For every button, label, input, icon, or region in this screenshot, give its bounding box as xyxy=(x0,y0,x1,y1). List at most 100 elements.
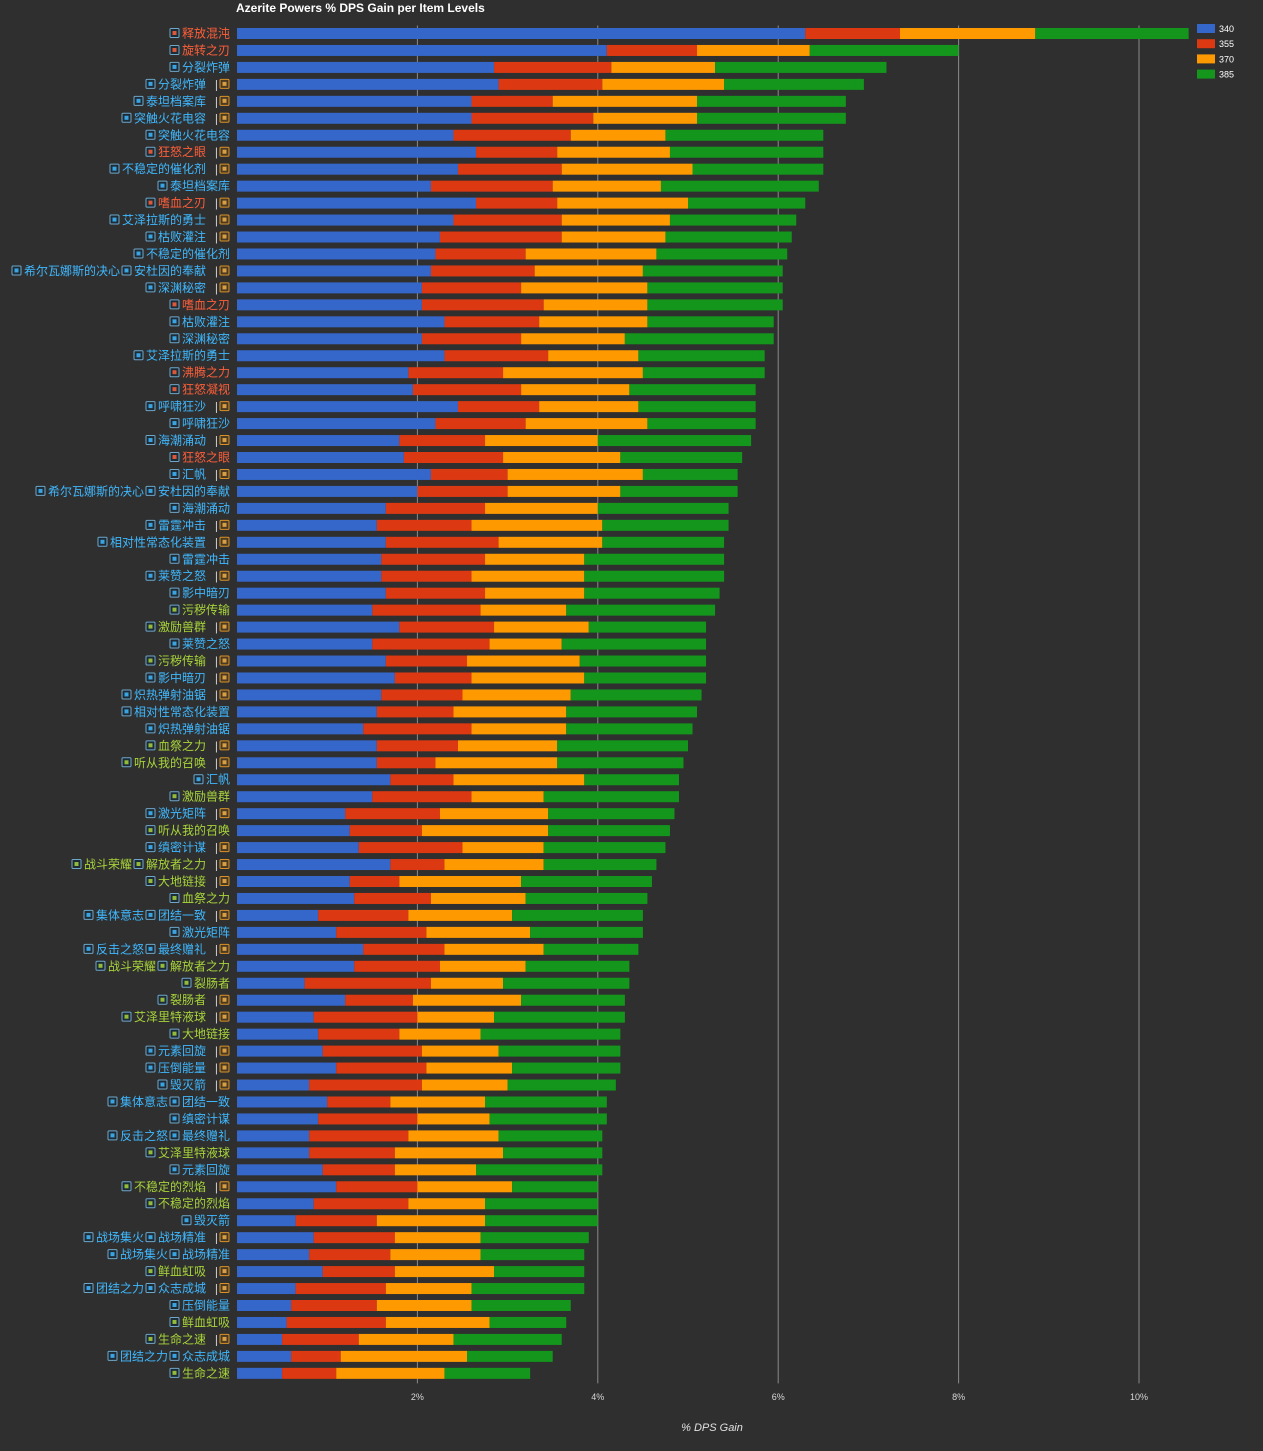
precision-icon xyxy=(169,1249,180,1260)
legend-swatch-385 xyxy=(1197,69,1215,79)
slot-separator: | xyxy=(215,434,218,448)
bar-segment-340 xyxy=(237,553,382,565)
unity-power-icon xyxy=(83,1283,94,1294)
eye-icon xyxy=(145,146,156,157)
power-name: 旋转之刃 xyxy=(182,42,230,57)
power-name: 不稳定的催化剂 xyxy=(146,246,230,261)
bar-segment-385 xyxy=(476,1164,603,1176)
power-name: 听从我的召唤 xyxy=(158,823,230,838)
bar-segment-385 xyxy=(579,655,707,667)
bar-segment-340 xyxy=(237,892,355,904)
call-icon xyxy=(145,825,156,836)
bar-segment-340 xyxy=(237,28,806,39)
bar-segment-370 xyxy=(593,112,698,124)
bar-segment-355 xyxy=(291,1350,341,1362)
bar-segment-340 xyxy=(237,960,355,972)
earth-link-icon xyxy=(145,876,156,886)
shoulder-icon xyxy=(219,740,230,751)
bar-segment-355 xyxy=(444,316,540,328)
power-name: 战场集火 xyxy=(96,1230,144,1245)
bar-segment-340 xyxy=(237,774,391,786)
bar-segment-385 xyxy=(697,112,846,124)
x-tick-label: 8% xyxy=(952,1392,965,1402)
archive-icon xyxy=(157,180,168,191)
power-name: 不稳定的烈焰 xyxy=(134,1179,206,1194)
power-name: 血祭之力 xyxy=(158,739,206,753)
power-name: 希尔瓦娜斯的决心 xyxy=(24,263,120,278)
slot-separator: | xyxy=(215,264,218,278)
power-name: 团结一致 xyxy=(182,1095,230,1109)
slot-separator: | xyxy=(215,756,218,770)
bar-segment-340 xyxy=(237,418,436,430)
bar-segment-385 xyxy=(629,384,756,396)
bar-segment-385 xyxy=(480,1249,585,1261)
slot-separator: | xyxy=(215,467,218,481)
bar-segment-340 xyxy=(237,909,319,921)
legend: 340 355 370 385 xyxy=(1197,24,1234,80)
power-name: 雷霆冲击 xyxy=(182,551,230,566)
bar-segment-370 xyxy=(602,78,725,90)
bar-segment-370 xyxy=(503,367,643,379)
power-name: 深渊秘密 xyxy=(158,280,206,295)
power-name: 狂怒之眼 xyxy=(182,450,230,465)
bar-segment-340 xyxy=(237,1045,323,1057)
bar-segment-370 xyxy=(426,926,531,938)
bar-segment-340 xyxy=(237,180,431,192)
bar-segment-355 xyxy=(457,163,562,175)
bar-segment-355 xyxy=(313,1232,395,1244)
arrow-icon xyxy=(181,1215,192,1226)
bar-segment-355 xyxy=(385,536,499,548)
slot-separator: | xyxy=(215,213,218,227)
power-name: 裂肠者 xyxy=(194,976,230,990)
bar-segment-355 xyxy=(309,1249,391,1261)
shoulder-icon xyxy=(219,282,230,293)
bar-segment-370 xyxy=(471,791,544,803)
legend-label-385: 385 xyxy=(1219,70,1234,80)
power-name: 海潮涌动 xyxy=(158,433,206,448)
slot-separator: | xyxy=(215,942,218,956)
bar-segment-340 xyxy=(237,265,431,277)
power-name: 汇帆 xyxy=(206,772,230,787)
bar-segment-385 xyxy=(507,1079,616,1091)
slot-separator: | xyxy=(215,1265,218,1279)
bar-segment-385 xyxy=(489,1113,607,1125)
bar-segment-340 xyxy=(237,367,409,379)
slot-separator: | xyxy=(215,1010,218,1024)
shoulder-icon xyxy=(219,197,230,208)
slot-separator: | xyxy=(215,1332,218,1346)
slot-separator: | xyxy=(215,1180,218,1194)
bar-segment-355 xyxy=(354,892,431,904)
tide-icon xyxy=(145,435,156,446)
filth-icon xyxy=(169,604,180,615)
power-name: 解放者之力 xyxy=(170,958,230,973)
chart-title: Azerite Powers % DPS Gain per Item Level… xyxy=(236,1,485,15)
bar-segment-385 xyxy=(647,418,756,430)
shoulder-icon xyxy=(219,909,230,920)
power-name: 泰坦档案库 xyxy=(146,93,206,108)
bar-segment-385 xyxy=(453,1333,562,1345)
power-name: 深渊秘密 xyxy=(182,331,230,346)
bar-segment-370 xyxy=(471,570,585,582)
shoulder-icon xyxy=(219,1283,230,1294)
power-name: 团结一致 xyxy=(158,908,206,922)
bar-segment-385 xyxy=(660,180,819,192)
power-name: 沸腾之力 xyxy=(182,365,230,380)
bar-segment-340 xyxy=(237,299,422,311)
bar-segment-385 xyxy=(467,1350,553,1362)
bar-segment-355 xyxy=(381,570,472,582)
power-name: 呼啸狂沙 xyxy=(182,417,230,431)
sand-icon xyxy=(145,401,156,412)
glory-icon xyxy=(71,859,82,870)
eye-icon xyxy=(169,452,180,462)
bar-segment-385 xyxy=(503,1147,603,1159)
bar-segment-355 xyxy=(376,519,472,531)
bar-segment-370 xyxy=(485,553,585,565)
bar-segment-340 xyxy=(237,740,377,752)
bar-segment-355 xyxy=(345,994,413,1006)
rally-icon xyxy=(145,1283,156,1294)
bar-segment-340 xyxy=(237,197,477,209)
bar-segment-355 xyxy=(435,248,526,260)
bar-segment-370 xyxy=(453,774,585,786)
bar-segment-385 xyxy=(485,1198,598,1210)
